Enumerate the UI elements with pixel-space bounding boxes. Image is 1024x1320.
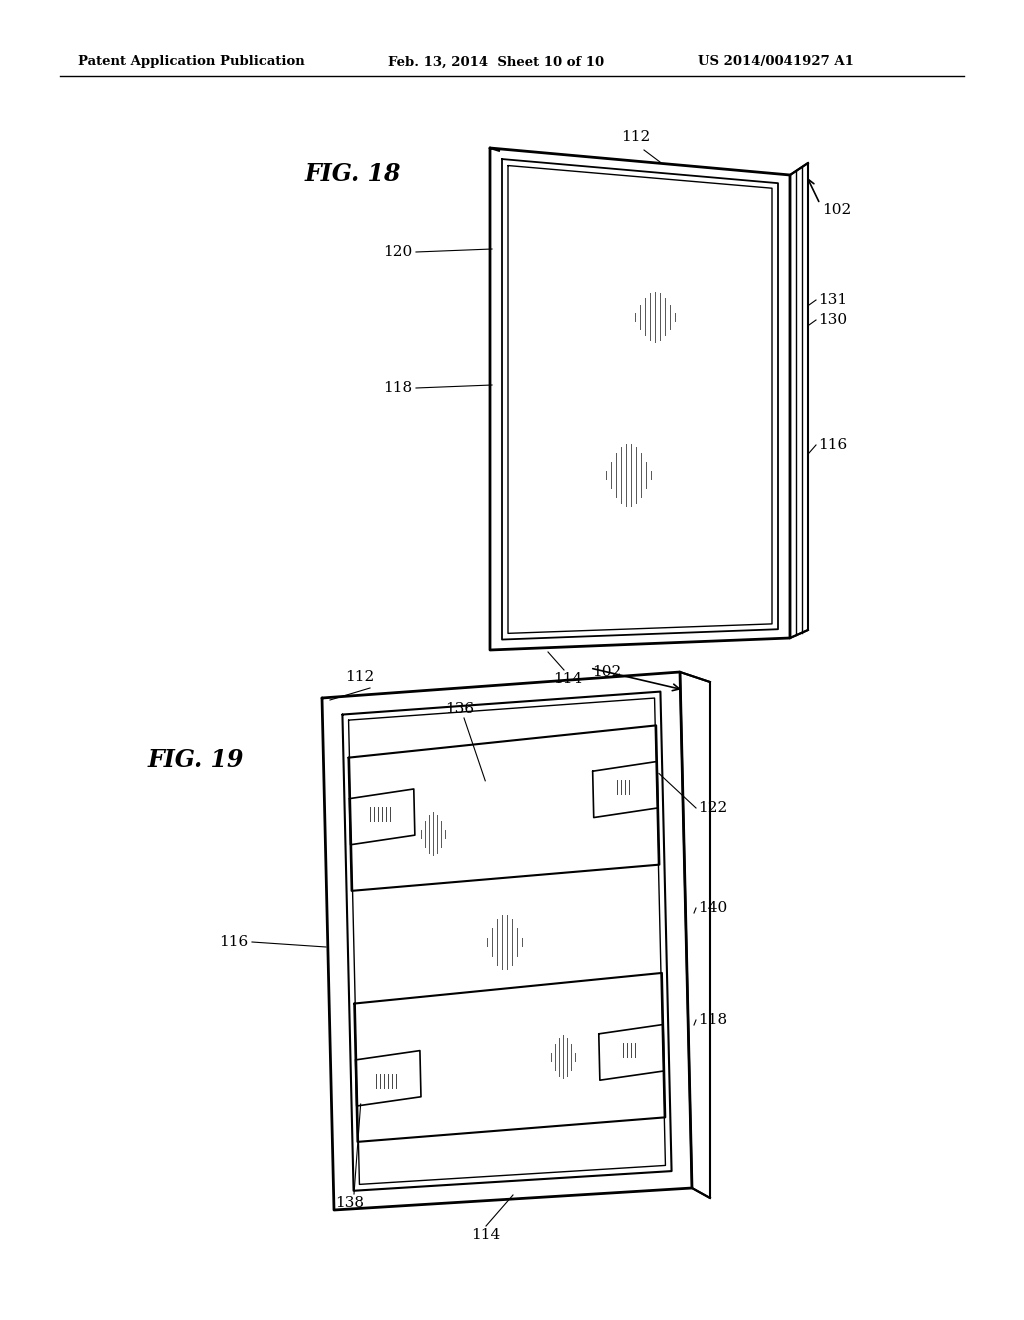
Text: 136: 136 — [445, 702, 474, 715]
Text: 114: 114 — [471, 1228, 501, 1242]
Text: Feb. 13, 2014  Sheet 10 of 10: Feb. 13, 2014 Sheet 10 of 10 — [388, 55, 604, 69]
Text: 122: 122 — [698, 801, 727, 814]
Text: FIG. 19: FIG. 19 — [148, 748, 245, 772]
Text: 116: 116 — [818, 438, 847, 451]
Text: 130: 130 — [818, 313, 847, 327]
Text: 118: 118 — [698, 1012, 727, 1027]
Text: 114: 114 — [553, 672, 583, 686]
Text: 118: 118 — [383, 381, 412, 395]
Text: 102: 102 — [592, 665, 622, 678]
Text: 120: 120 — [383, 246, 412, 259]
Text: 138: 138 — [336, 1196, 365, 1210]
Text: 112: 112 — [622, 129, 650, 144]
Text: US 2014/0041927 A1: US 2014/0041927 A1 — [698, 55, 854, 69]
Text: 140: 140 — [698, 902, 727, 915]
Text: 116: 116 — [219, 935, 248, 949]
Text: 112: 112 — [345, 671, 375, 684]
Text: 131: 131 — [818, 293, 847, 308]
Text: Patent Application Publication: Patent Application Publication — [78, 55, 305, 69]
Text: 102: 102 — [822, 203, 851, 216]
Text: FIG. 18: FIG. 18 — [305, 162, 401, 186]
